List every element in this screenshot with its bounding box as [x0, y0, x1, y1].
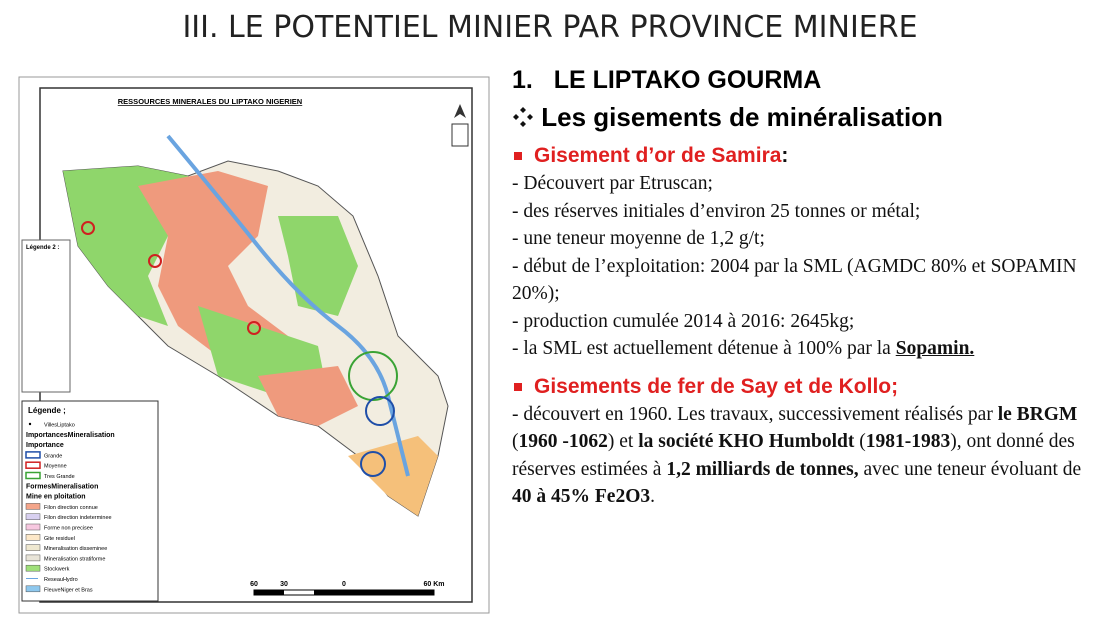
legend2-box	[21, 239, 71, 393]
paragraph: - découvert en 1960. Les travaux, succes…	[512, 401, 1092, 511]
paragraph: - une teneur moyenne de 1,2 g/t;	[512, 225, 1092, 253]
legend-label: Mineralisation disseminee	[44, 546, 107, 552]
legend-title: Légende ;	[28, 406, 66, 415]
subtitle-row: Les gisements de minéralisation	[512, 102, 943, 133]
text-run: la société KHO Humboldt	[638, 431, 855, 452]
section-title: LE LIPTAKO GOURMA	[553, 66, 822, 94]
text-run: .	[650, 486, 655, 507]
legend-symbol	[25, 513, 41, 520]
slide-title: III. LE POTENTIEL MINIER PAR PROVINCE MI…	[182, 10, 918, 45]
block-heading: Gisement d’or de Samira:	[512, 144, 1092, 168]
scale-bar	[253, 589, 435, 596]
bullet-icon	[513, 107, 533, 127]
text-run: - une teneur moyenne de 1,2 g/t;	[512, 228, 765, 249]
legend-label: Mine en ploitation	[26, 494, 86, 501]
north-arrow	[451, 104, 469, 147]
paragraph: - production cumulée 2014 à 2016: 2645kg…	[512, 308, 1092, 336]
scale-label: 60	[250, 581, 258, 588]
legend-label: ImportancesMineralisation	[26, 432, 115, 439]
text-run: ), ont donné des réserves estimées à	[512, 431, 1075, 480]
text-run: - découvert en 1960. Les travaux, succes…	[512, 403, 998, 425]
legend-label: ReseauHydro	[44, 577, 78, 583]
text-run: ) et	[607, 431, 639, 452]
legend-symbol	[28, 422, 32, 426]
text-run: - début de l’exploitation: 2004 par la S…	[512, 255, 1077, 305]
legend-symbol	[25, 451, 41, 459]
text-run: 1,2 milliards de tonnes,	[666, 458, 859, 480]
paragraph: - la SML est actuellement détenue à 100%…	[512, 335, 1092, 363]
legend-label: VillesLiptako	[44, 423, 75, 429]
text-run: 40 à 45% Fe2O3	[512, 486, 651, 507]
legend-label: Importance	[26, 442, 64, 449]
scale-label: 60 Km	[423, 581, 444, 588]
text-block: Gisements de fer de Say et de Kollo; - dé…	[512, 375, 1092, 511]
legend-label: FleuveNiger et Bras	[44, 587, 93, 593]
text-run: Sopamin.	[895, 338, 975, 359]
legend-label: Filon direction indeterminee	[44, 515, 112, 521]
paragraph: - Découvert par Etruscan;	[512, 170, 1092, 198]
legend-symbol	[25, 544, 41, 551]
section-heading: 1. LE LIPTAKO GOURMA	[512, 66, 821, 95]
section-number: 1.	[512, 66, 533, 94]
subtitle: Les gisements de minéralisation	[541, 102, 943, 132]
legend-label: Gite residuel	[44, 536, 75, 542]
paragraph: - des réserves initiales d’environ 25 to…	[512, 198, 1092, 226]
text-run: - la SML est actuellement détenue à 100%…	[512, 338, 896, 359]
text-run: :	[781, 144, 789, 167]
text-run: (	[854, 431, 866, 452]
legend-symbol	[25, 554, 41, 562]
text-run: 1960 -1062	[518, 431, 608, 452]
text-run: Gisement d’or de Samira	[534, 144, 782, 167]
block-heading: Gisements de fer de Say et de Kollo;	[512, 375, 1092, 399]
text-run: - Découvert par Etruscan;	[512, 173, 713, 194]
legend-label: Tres Grande	[44, 474, 75, 480]
legend-label: Mineralisation stratiforme	[44, 556, 105, 562]
legend-symbol	[25, 523, 41, 531]
legend-label: Stockwerk	[44, 567, 70, 573]
text-column: Gisement d’or de Samira: - Découvert par …	[512, 144, 1092, 511]
text-run: Gisements de fer de Say et de Kollo;	[534, 374, 899, 398]
text-run: 1981-1983	[865, 431, 951, 452]
legend-label: Grande	[44, 453, 62, 459]
scale-label: 0	[342, 581, 346, 588]
legend-symbol	[25, 503, 41, 510]
text-run: - production cumulée 2014 à 2016: 2645kg…	[512, 310, 855, 332]
legend-symbol	[25, 534, 41, 541]
map: RESSOURCES MINERALES DU LIPTAKO NIGERIEN…	[18, 76, 490, 614]
paragraph: - début de l’exploitation: 2004 par la S…	[512, 253, 1092, 308]
text-run: le BRGM	[997, 403, 1078, 425]
legend2-title: Légende 2 :	[26, 245, 59, 251]
legend-symbol	[25, 471, 41, 480]
scale-label: 30	[280, 581, 288, 588]
legend-label: FormesMineralisation	[26, 483, 98, 490]
text-run: - des réserves initiales d’environ 25 to…	[512, 200, 921, 222]
legend-symbol	[25, 461, 41, 469]
text-block: Gisement d’or de Samira: - Découvert par …	[512, 144, 1092, 363]
legend-label: Forme non precisee	[44, 526, 93, 532]
map-title: RESSOURCES MINERALES DU LIPTAKO NIGERIEN	[118, 97, 302, 106]
legend-label: Moyenne	[44, 464, 67, 470]
legend-symbol	[25, 564, 41, 572]
legend-symbol	[25, 585, 41, 593]
text-run: avec une teneur évoluant de	[858, 458, 1082, 480]
legend-box	[21, 400, 159, 602]
map-regions	[62, 134, 449, 517]
legend-label: Filon direction connue	[44, 505, 98, 511]
text-run: (	[512, 431, 519, 452]
